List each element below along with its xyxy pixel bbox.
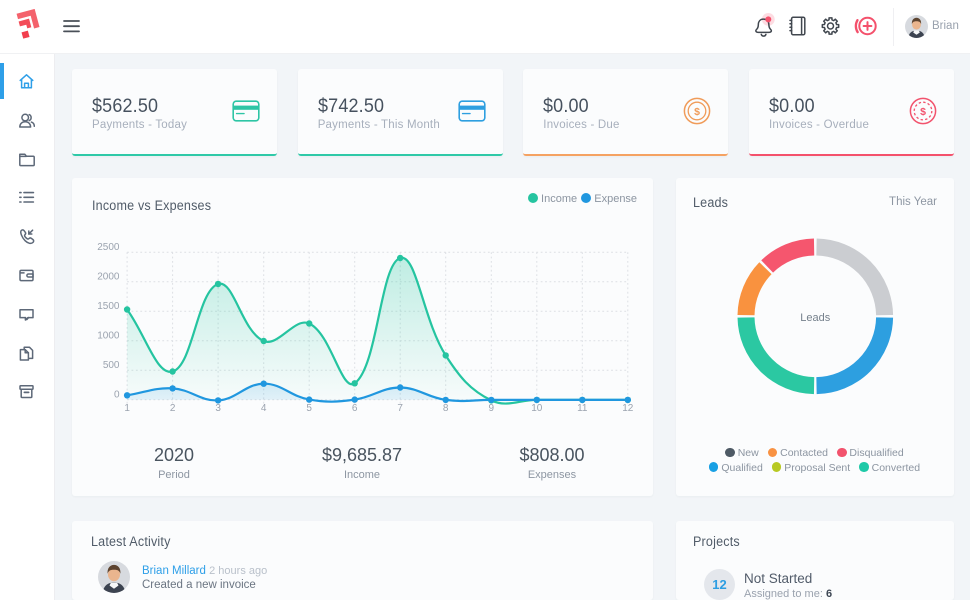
svg-text:8: 8 <box>443 403 449 414</box>
svg-text:10: 10 <box>531 403 543 414</box>
svg-text:$: $ <box>694 106 700 118</box>
svg-text:500: 500 <box>103 360 120 371</box>
svg-text:0: 0 <box>114 390 120 401</box>
svg-text:9: 9 <box>489 403 495 414</box>
svg-text:1500: 1500 <box>97 301 120 312</box>
svg-text:5: 5 <box>306 403 312 414</box>
svg-text:2: 2 <box>170 403 176 414</box>
svg-text:4: 4 <box>261 403 267 414</box>
svg-text:3: 3 <box>215 403 221 414</box>
svg-text:12: 12 <box>622 403 634 414</box>
svg-text:11: 11 <box>577 403 588 414</box>
svg-text:2000: 2000 <box>97 272 120 283</box>
svg-text:1000: 1000 <box>97 331 120 342</box>
svg-text:2500: 2500 <box>97 242 120 253</box>
svg-text:Leads: Leads <box>800 312 830 324</box>
svg-text:1: 1 <box>124 403 130 414</box>
svg-text:6: 6 <box>352 403 358 414</box>
svg-text:$: $ <box>920 106 926 118</box>
svg-text:7: 7 <box>397 403 403 414</box>
